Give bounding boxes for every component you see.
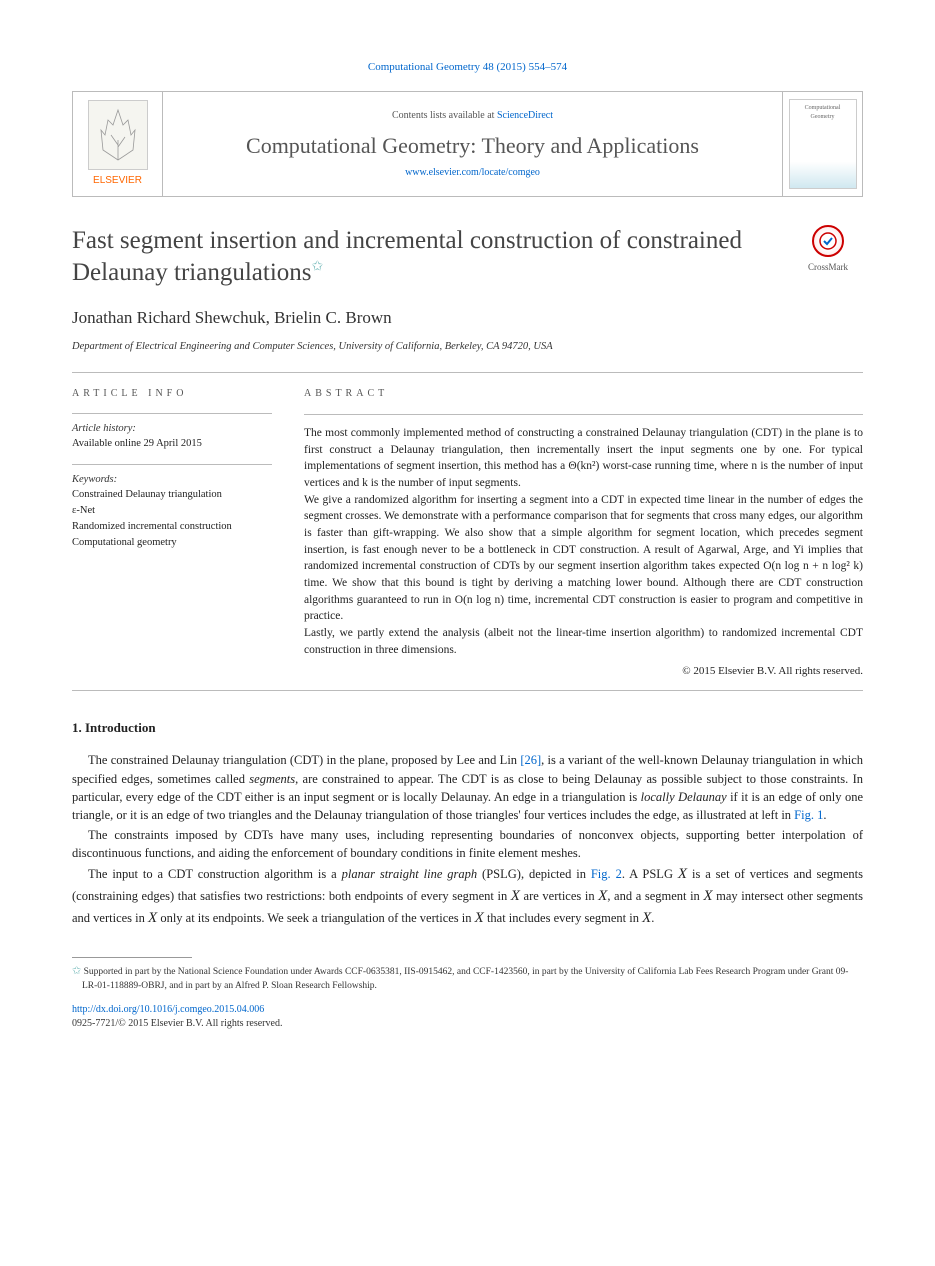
title-row: Fast segment insertion and incremental c… bbox=[72, 225, 863, 288]
keyword-item: Constrained Delaunay triangulation bbox=[72, 487, 272, 503]
abstract-para-3: Lastly, we partly extend the analysis (a… bbox=[304, 625, 863, 658]
p3-text-h: only at its endpoints. We seek a triangu… bbox=[157, 911, 474, 925]
keyword-item: Randomized incremental construction bbox=[72, 519, 272, 535]
abstract-divider bbox=[304, 414, 863, 415]
cal-x-2: X bbox=[511, 888, 520, 904]
ref-26-link[interactable]: [26] bbox=[520, 753, 541, 767]
contents-prefix: Contents lists available at bbox=[392, 110, 497, 121]
footnote-star-icon: ✩ bbox=[312, 259, 324, 274]
divider-2 bbox=[72, 690, 863, 691]
article-info-heading: ARTICLE INFO bbox=[72, 387, 272, 401]
cal-x-5: X bbox=[148, 910, 157, 926]
funding-footnote: ✩ Supported in part by the National Scie… bbox=[72, 964, 863, 993]
intro-para-3: The input to a CDT construction algorith… bbox=[72, 864, 863, 929]
fig-2-link[interactable]: Fig. 2 bbox=[591, 867, 622, 881]
keyword-item: Computational geometry bbox=[72, 535, 272, 551]
journal-cover-thumb: Computational Geometry bbox=[782, 92, 862, 196]
section-1-heading: 1. Introduction bbox=[72, 719, 863, 737]
elsevier-tree-icon bbox=[88, 100, 148, 170]
abstract-column: ABSTRACT The most commonly implemented m… bbox=[304, 387, 863, 680]
keywords-block: Keywords: Constrained Delaunay triangula… bbox=[72, 464, 272, 551]
journal-header-box: ELSEVIER Contents lists available at Sci… bbox=[72, 91, 863, 197]
affiliation: Department of Electrical Engineering and… bbox=[72, 340, 863, 355]
intro-para-2: The constraints imposed by CDTs have man… bbox=[72, 826, 863, 862]
article-history-block: Article history: Available online 29 Apr… bbox=[72, 413, 272, 451]
contents-available: Contents lists available at ScienceDirec… bbox=[175, 109, 770, 123]
p3-text-c: . A PSLG bbox=[622, 867, 678, 881]
segments-em: segments bbox=[249, 772, 295, 786]
journal-url-wrap: www.elsevier.com/locate/comgeo bbox=[175, 166, 770, 180]
publisher-name: ELSEVIER bbox=[93, 174, 142, 188]
authors: Jonathan Richard Shewchuk, Brielin C. Br… bbox=[72, 306, 863, 330]
fig-1-link[interactable]: Fig. 1 bbox=[794, 808, 823, 822]
title-column: Fast segment insertion and incremental c… bbox=[72, 225, 773, 288]
p3-text-b: (PSLG), depicted in bbox=[477, 867, 591, 881]
p1-text-a: The constrained Delaunay triangulation (… bbox=[88, 753, 520, 767]
abstract-copyright: © 2015 Elsevier B.V. All rights reserved… bbox=[304, 664, 863, 680]
cal-x-4: X bbox=[703, 888, 712, 904]
p3-text-j: . bbox=[651, 911, 654, 925]
p3-text-i: that includes every segment in bbox=[484, 911, 642, 925]
abstract-para-2: We give a randomized algorithm for inser… bbox=[304, 492, 863, 625]
publisher-logo[interactable]: ELSEVIER bbox=[73, 92, 163, 196]
footnote-text: Supported in part by the National Scienc… bbox=[82, 967, 848, 990]
abstract-para-1: The most commonly implemented method of … bbox=[304, 425, 863, 492]
history-label: Article history: bbox=[72, 422, 272, 437]
keywords-label: Keywords: bbox=[72, 473, 272, 488]
journal-url-link[interactable]: www.elsevier.com/locate/comgeo bbox=[405, 167, 540, 178]
p3-text-a: The input to a CDT construction algorith… bbox=[88, 867, 342, 881]
footnote-star-marker: ✩ bbox=[72, 965, 81, 977]
history-text: Available online 29 April 2015 bbox=[72, 437, 272, 452]
cal-x-1: X bbox=[678, 866, 687, 882]
keyword-item: ε-Net bbox=[72, 503, 272, 519]
article-title: Fast segment insertion and incremental c… bbox=[72, 225, 773, 288]
p3-text-e: are vertices in bbox=[520, 889, 598, 903]
citation-header: Computational Geometry 48 (2015) 554–574 bbox=[72, 60, 863, 75]
pslg-em: planar straight line graph bbox=[342, 867, 478, 881]
locally-delaunay-em: locally Delaunay bbox=[641, 790, 727, 804]
crossmark-label: CrossMark bbox=[808, 262, 848, 272]
cover-image: Computational Geometry bbox=[789, 99, 857, 189]
cal-x-7: X bbox=[642, 910, 651, 926]
divider-1 bbox=[72, 372, 863, 373]
title-text: Fast segment insertion and incremental c… bbox=[72, 227, 742, 285]
article-info-column: ARTICLE INFO Article history: Available … bbox=[72, 387, 272, 680]
cal-x-6: X bbox=[475, 910, 484, 926]
intro-para-1: The constrained Delaunay triangulation (… bbox=[72, 751, 863, 824]
crossmark-icon bbox=[812, 225, 844, 257]
doi-link[interactable]: http://dx.doi.org/10.1016/j.comgeo.2015.… bbox=[72, 1003, 863, 1017]
footnote-rule bbox=[72, 957, 192, 958]
p3-text-f: , and a segment in bbox=[607, 889, 703, 903]
abstract-heading: ABSTRACT bbox=[304, 387, 863, 402]
issn-line: 0925-7721/© 2015 Elsevier B.V. All right… bbox=[72, 1017, 863, 1031]
header-center: Contents lists available at ScienceDirec… bbox=[163, 92, 782, 196]
keywords-list: Constrained Delaunay triangulation ε-Net… bbox=[72, 487, 272, 550]
crossmark-badge[interactable]: CrossMark bbox=[793, 225, 863, 274]
info-abstract-row: ARTICLE INFO Article history: Available … bbox=[72, 387, 863, 680]
sciencedirect-link[interactable]: ScienceDirect bbox=[497, 110, 553, 121]
page-container: Computational Geometry 48 (2015) 554–574… bbox=[0, 0, 935, 1071]
journal-name: Computational Geometry: Theory and Appli… bbox=[175, 133, 770, 159]
cal-x-3: X bbox=[598, 888, 607, 904]
